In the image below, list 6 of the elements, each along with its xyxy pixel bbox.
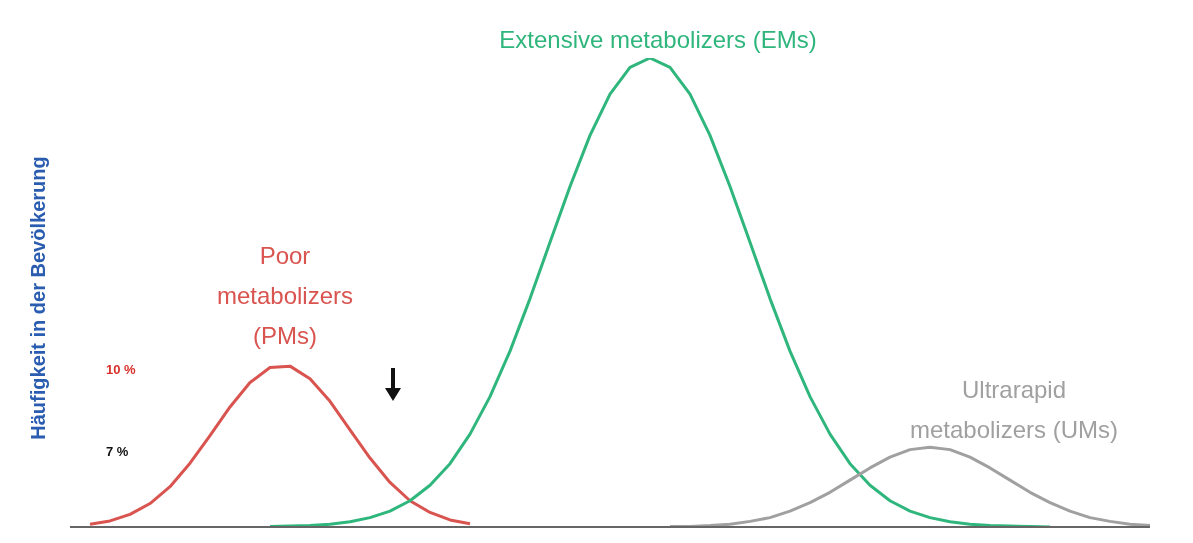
annotation: 10 % <box>106 362 136 377</box>
series-label: Ultrarapid metabolizers (UMs) <box>909 375 1119 445</box>
series-label: Extensive metabolizers (EMs) <box>498 25 818 55</box>
series-label: Poor metabolizers (PMs) <box>215 241 355 351</box>
annotation: 7 % <box>106 444 129 459</box>
y-axis-title: Häufigkeit in der Bevölkerung <box>26 156 50 440</box>
